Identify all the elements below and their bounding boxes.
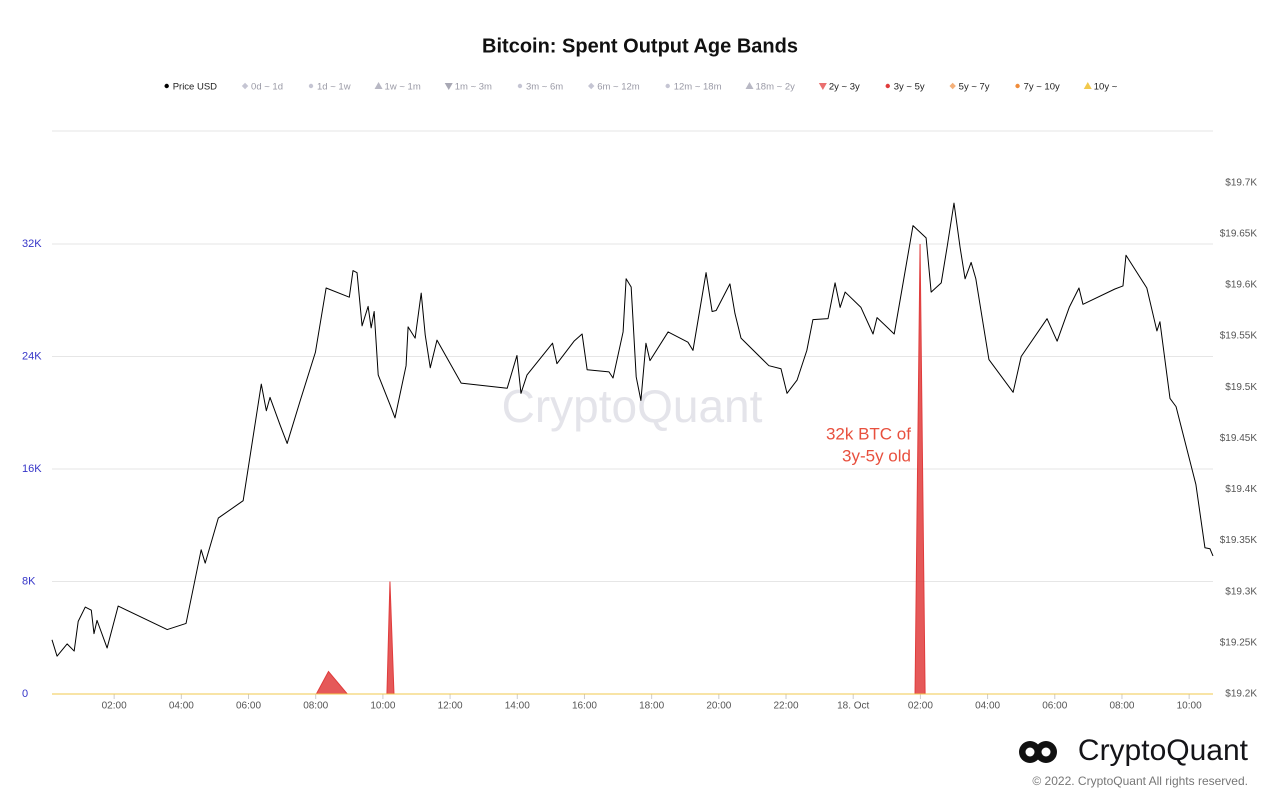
y2-tick-label: $19.5K <box>1225 382 1257 393</box>
y-tick-label: 32K <box>22 238 42 250</box>
legend-item: 7y ~ 10y <box>1015 82 1060 93</box>
legend-item: 10y ~ <box>1083 82 1118 93</box>
line-series <box>51 202 1214 657</box>
chart-title: Bitcoin: Spent Output Age Bands <box>482 35 798 57</box>
legend-marker <box>517 83 523 89</box>
legend-item: 12m ~ 18m <box>665 82 722 93</box>
y-tick-label: 8K <box>22 575 36 587</box>
legend-label: 5y ~ 7y <box>959 82 990 93</box>
x-tick-label: 06:00 <box>1042 701 1067 712</box>
legend: Price USD 0d ~ 1d 1d ~ 1w 1w ~ 1m 1m ~ 3m 3m … <box>164 82 1118 93</box>
x-tick-label: 16:00 <box>572 701 597 712</box>
legend-item: 18m ~ 2y <box>745 82 796 93</box>
legend-label: 1w ~ 1m <box>385 82 421 93</box>
legend-label: 1d ~ 1w <box>317 82 351 93</box>
brand-logo-icon <box>1019 741 1057 763</box>
legend-marker <box>164 83 169 89</box>
legend-label: 10y ~ <box>1094 82 1118 93</box>
legend-label: 12m ~ 18m <box>674 82 722 93</box>
legend-label: Price USD <box>173 82 217 93</box>
legend-label: 18m ~ 2y <box>756 82 796 93</box>
legend-label: 0d ~ 1d <box>251 82 283 93</box>
y-tick-label: 16K <box>22 463 42 475</box>
legend-marker <box>665 83 670 89</box>
copyright: © 2022. CryptoQuant All rights reserved. <box>1032 774 1248 788</box>
legend-item: 1d ~ 1w <box>308 82 351 93</box>
y2-tick-label: $19.25K <box>1220 638 1258 649</box>
legend-item: 0d ~ 1d <box>241 82 283 93</box>
legend-label: 6m ~ 12m <box>597 82 640 93</box>
legend-marker <box>444 83 453 90</box>
y2-tick-label: $19.65K <box>1220 228 1258 239</box>
annotation: 32k BTC of <box>826 424 911 443</box>
y2-tick-label: $19.2K <box>1225 689 1257 700</box>
x-tick-label: 10:00 <box>370 701 395 712</box>
legend-marker <box>241 82 249 90</box>
annotation: 3y-5y old <box>842 446 911 465</box>
x-tick-label: 04:00 <box>169 701 194 712</box>
x-tick-label: 22:00 <box>774 701 799 712</box>
legend-marker <box>1015 83 1020 89</box>
x-tick-label: 02:00 <box>102 701 127 712</box>
x-tick-label: 08:00 <box>303 701 328 712</box>
y2-tick-label: $19.55K <box>1220 331 1258 342</box>
x-tick-label: 02:00 <box>908 701 933 712</box>
legend-item: 1m ~ 3m <box>444 82 492 93</box>
brand: CryptoQuant <box>1078 734 1249 767</box>
x-tick-label: 06:00 <box>236 701 261 712</box>
legend-label: 7y ~ 10y <box>1024 82 1060 93</box>
legend-item: Price USD <box>164 82 217 93</box>
y2-tick-label: $19.35K <box>1220 535 1258 546</box>
legend-label: 1m ~ 3m <box>455 82 492 93</box>
legend-item: 1w ~ 1m <box>374 82 421 93</box>
legend-label: 3m ~ 6m <box>526 82 563 93</box>
x-tick-label: 12:00 <box>438 701 463 712</box>
x-tick-label: 18. Oct <box>837 701 869 712</box>
legend-item: 2y ~ 3y <box>818 82 860 93</box>
y2-tick-label: $19.3K <box>1225 586 1257 597</box>
legend-marker <box>818 83 827 90</box>
x-tick-label: 20:00 <box>706 701 731 712</box>
x-tick-label: 08:00 <box>1109 701 1134 712</box>
legend-label: 3y ~ 5y <box>894 82 925 93</box>
y2-tick-label: $19.7K <box>1225 177 1257 188</box>
y2-tick-label: $19.6K <box>1225 280 1257 291</box>
x-tick-label: 04:00 <box>975 701 1000 712</box>
y2-tick-label: $19.45K <box>1220 433 1258 444</box>
legend-marker <box>745 82 754 89</box>
legend-item: 3y ~ 5y <box>885 82 925 93</box>
watermark: CryptoQuant <box>502 380 763 432</box>
legend-marker <box>1083 82 1092 89</box>
legend-label: 2y ~ 3y <box>829 82 860 93</box>
legend-marker <box>885 83 890 89</box>
x-tick-label: 10:00 <box>1177 701 1202 712</box>
y2-tick-label: $19.4K <box>1225 484 1257 495</box>
x-tick-label: 14:00 <box>505 701 530 712</box>
legend-item: 3m ~ 6m <box>517 82 563 93</box>
legend-marker <box>308 83 314 89</box>
y-tick-label: 0 <box>22 688 28 700</box>
legend-marker <box>374 82 383 89</box>
x-tick-label: 18:00 <box>639 701 664 712</box>
y-tick-label: 24K <box>22 350 42 362</box>
